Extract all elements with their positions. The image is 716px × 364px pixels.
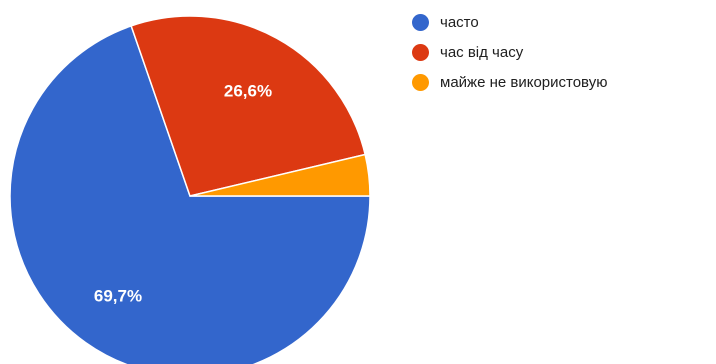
legend-item-chasto[interactable]: часто [412,7,607,37]
data-label-chasto: 69,7% [94,286,142,305]
legend-item-mayzhe-ne-vykorystovuyu[interactable]: майже не використовую [412,67,607,97]
legend-swatch-chasto [412,13,429,31]
legend-swatch-mayzhe-ne-vykorystovuyu [412,73,429,91]
legend-swatch-chas-vid-chasu [412,43,429,61]
pie-slice-mayzhe-ne-vykorystovuyu[interactable] [189,153,371,197]
legend-label-chas-vid-chasu: час від часу [440,43,524,61]
pie-slice-chas-vid-chasu[interactable] [130,15,367,197]
pie-slice-chasto[interactable] [9,24,371,364]
legend-item-chas-vid-chasu[interactable]: час від часу [412,37,607,67]
legend-label-chasto: часто [440,13,479,31]
legend-label-mayzhe-ne-vykorystovuyu: майже не використовую [440,73,608,91]
legend: часто час від часу майже не використовую [412,7,607,97]
data-label-chas-vid-chasu: 26,6% [224,81,272,100]
